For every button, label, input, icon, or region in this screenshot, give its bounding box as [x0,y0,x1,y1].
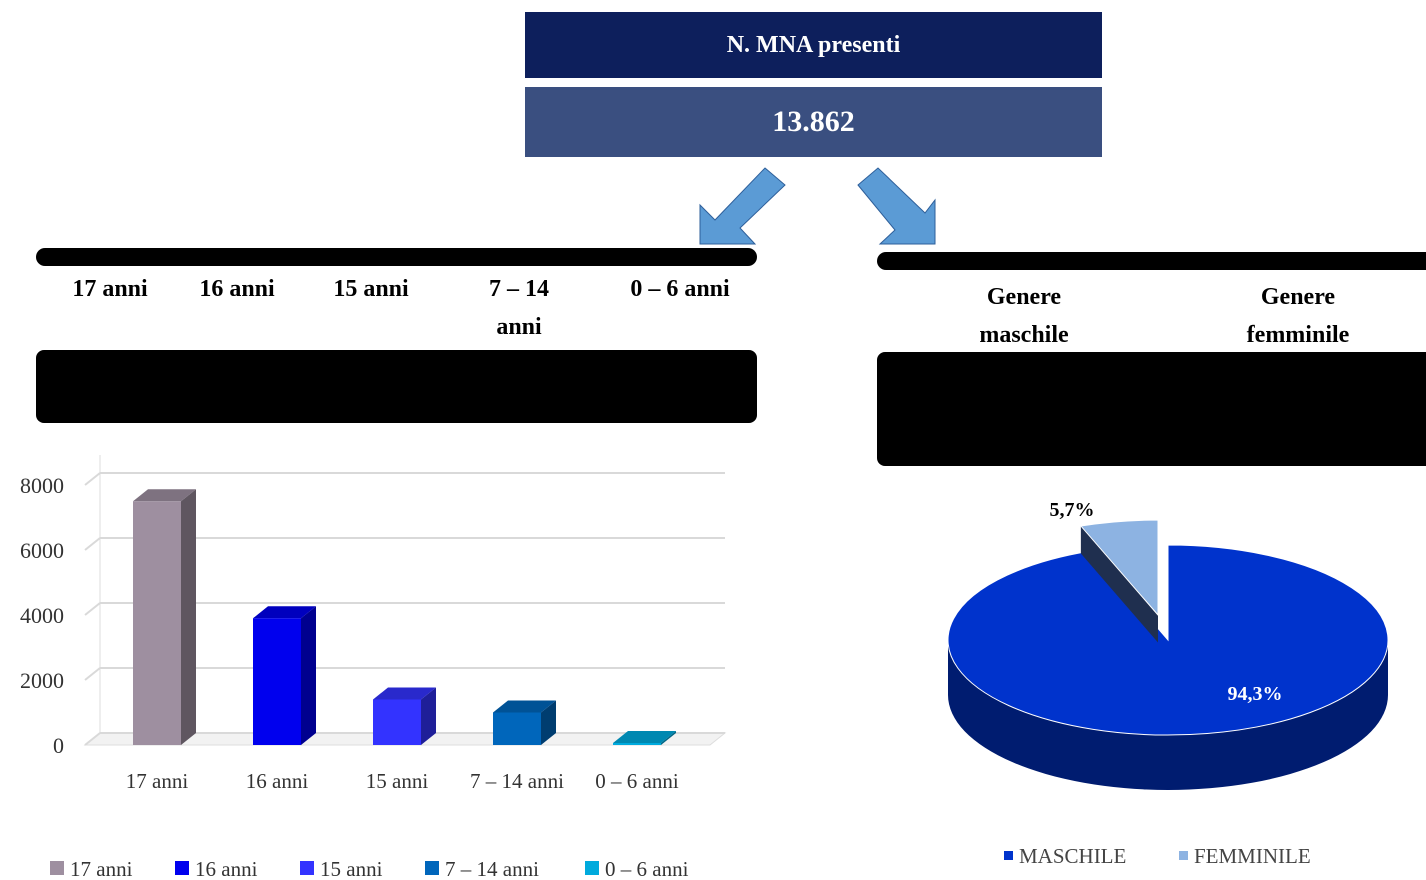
legend-swatch [585,861,599,875]
legend-label: 15 anni [320,857,383,880]
bar-face [493,712,541,745]
legend-label: 7 – 14 anni [445,857,539,880]
header-total: 13.862 [772,105,855,138]
pie-slice [1079,519,1159,617]
bar-face [613,742,661,745]
table-header: 17 anni [72,276,148,302]
table-header: 7 – 14 anni [489,276,549,340]
bar [493,700,556,745]
black-block [36,350,757,423]
x-tick-label: 17 anni [125,769,189,793]
y-tick-label: 8000 [20,473,64,498]
y-tick-label: 2000 [20,668,64,693]
legend-swatch [425,861,439,875]
legend-swatch [175,861,189,875]
grid-line [84,732,101,746]
table-header: 16 anni [199,276,275,302]
bar-face [253,618,301,745]
y-tick-label: 4000 [20,603,64,628]
arrow-left [699,167,786,245]
arrow-right [857,167,936,245]
pie-side [1080,526,1158,643]
table-header: 15 anni [333,276,409,302]
bar [133,489,196,745]
legend-label: MASCHILE [1019,844,1126,868]
table-header: 0 – 6 anni [630,276,730,302]
legend-label: 16 anni [195,857,258,880]
legend-swatch [50,861,64,875]
legend-swatch [300,861,314,875]
bar-face [421,687,436,745]
pie-slice [947,544,1389,736]
header-title: N. MNA presenti [726,31,901,58]
data-label: 5,7% [1050,499,1095,521]
rule [36,248,757,266]
bar-face [373,687,436,700]
grid-line [84,602,101,616]
x-tick-label: 0 – 6 anni [595,769,679,793]
y-tick-label: 6000 [20,538,64,563]
legend-swatch [1004,851,1013,860]
legend-swatch [1179,851,1188,860]
total-box [525,87,1102,157]
bar-face [181,489,196,745]
x-tick-label: 7 – 14 anni [470,769,564,793]
bar-face [493,700,556,713]
bar-face [373,699,421,745]
table-header: Genere maschile [979,284,1069,348]
bar [613,730,676,745]
grid-line [84,472,101,486]
black-block [877,352,1426,466]
legend-label: FEMMINILE [1194,844,1311,868]
bar-face [613,730,676,743]
legend-label: 17 anni [70,857,133,880]
bar-face [301,606,316,745]
legend-label: 0 – 6 anni [605,857,689,880]
x-tick-label: 16 anni [245,769,309,793]
bar [253,606,316,745]
grid-line [84,537,101,551]
y-tick-label: 0 [53,733,64,758]
bar-face [133,489,196,502]
x-tick-label: 15 anni [365,769,429,793]
bar-face [661,730,676,745]
rule [877,252,1426,270]
data-label: 94,3% [1228,683,1283,705]
table-header: Genere femminile [1246,284,1350,348]
bar-face [133,501,181,745]
bar-face [253,606,316,619]
bar [373,687,436,745]
pie-side [948,640,1388,790]
grid-line [84,667,101,681]
bar-face [541,700,556,745]
header-box [525,12,1102,78]
